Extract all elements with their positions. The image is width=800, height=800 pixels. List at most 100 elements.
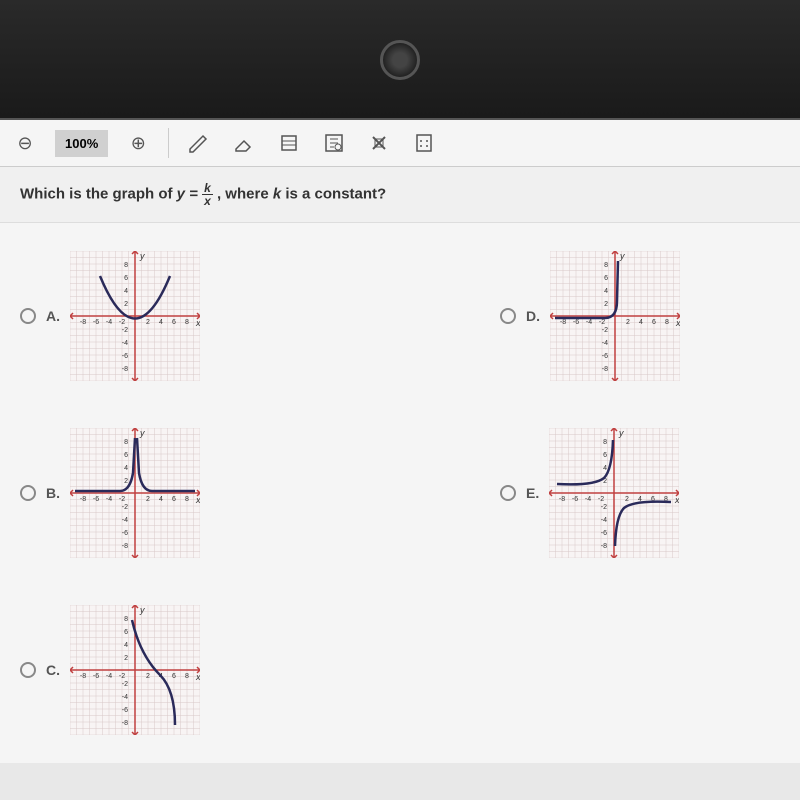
svg-text:4: 4 xyxy=(603,465,607,472)
svg-text:-6: -6 xyxy=(122,530,128,537)
svg-text:-8: -8 xyxy=(601,543,607,550)
svg-text:-6: -6 xyxy=(122,353,128,360)
toolbar: ⊖ 100% ⊕ xyxy=(0,120,800,167)
svg-text:-6: -6 xyxy=(93,673,99,680)
radio-b[interactable] xyxy=(20,485,36,501)
zoom-out-button[interactable]: ⊖ xyxy=(10,128,40,158)
svg-text:-8: -8 xyxy=(80,319,86,326)
svg-text:y: y xyxy=(139,251,145,261)
svg-text:x: x xyxy=(674,495,679,505)
svg-text:-8: -8 xyxy=(560,319,566,326)
reader-tool-icon[interactable] xyxy=(319,128,349,158)
svg-text:6: 6 xyxy=(124,275,128,282)
svg-text:-4: -4 xyxy=(585,496,591,503)
svg-text:-4: -4 xyxy=(601,517,607,524)
answers-grid: A. -8-8-6-6-4-4-2-222446688xy D. -8-8-6-… xyxy=(0,223,800,763)
radio-c[interactable] xyxy=(20,662,36,678)
svg-text:2: 2 xyxy=(124,301,128,308)
zoom-in-button[interactable]: ⊕ xyxy=(123,128,153,158)
svg-text:8: 8 xyxy=(185,673,189,680)
svg-text:6: 6 xyxy=(603,452,607,459)
svg-text:-2: -2 xyxy=(122,327,128,334)
question-suffix: , where xyxy=(217,185,273,202)
laptop-bezel xyxy=(0,0,800,120)
svg-text:2: 2 xyxy=(625,496,629,503)
svg-text:2: 2 xyxy=(146,319,150,326)
option-c[interactable]: C. -8-8-6-6-4-4-2-222446688xy xyxy=(20,596,300,743)
radio-d[interactable] xyxy=(500,308,516,324)
svg-text:6: 6 xyxy=(604,275,608,282)
svg-text:-6: -6 xyxy=(602,353,608,360)
svg-text:-2: -2 xyxy=(119,319,125,326)
radio-e[interactable] xyxy=(500,485,516,501)
svg-text:6: 6 xyxy=(652,319,656,326)
svg-text:-8: -8 xyxy=(122,366,128,373)
svg-text:4: 4 xyxy=(159,319,163,326)
eraser-tool-icon[interactable] xyxy=(229,128,259,158)
option-d[interactable]: D. -8-8-6-6-4-4-2-222446688xy xyxy=(500,243,780,390)
svg-text:-4: -4 xyxy=(106,673,112,680)
svg-text:-6: -6 xyxy=(93,496,99,503)
calculator-tool-icon[interactable] xyxy=(409,128,439,158)
option-b-label: B. xyxy=(46,485,60,501)
camera-icon xyxy=(380,40,420,80)
svg-text:8: 8 xyxy=(124,616,128,623)
svg-text:-6: -6 xyxy=(93,319,99,326)
svg-text:6: 6 xyxy=(172,496,176,503)
svg-text:2: 2 xyxy=(146,496,150,503)
option-e[interactable]: E. -8-8-6-6-4-4-2-222446688xy xyxy=(500,420,780,567)
svg-text:-2: -2 xyxy=(119,673,125,680)
svg-text:-4: -4 xyxy=(122,340,128,347)
highlighter-tool-icon[interactable] xyxy=(274,128,304,158)
svg-text:8: 8 xyxy=(185,319,189,326)
svg-text:2: 2 xyxy=(604,301,608,308)
question-variable: k xyxy=(273,185,281,202)
svg-text:4: 4 xyxy=(604,288,608,295)
svg-text:-6: -6 xyxy=(122,707,128,714)
svg-text:-4: -4 xyxy=(122,517,128,524)
svg-text:4: 4 xyxy=(159,496,163,503)
svg-text:-8: -8 xyxy=(122,543,128,550)
question-suffix2: is a constant? xyxy=(285,185,386,202)
svg-text:-4: -4 xyxy=(106,496,112,503)
svg-text:x: x xyxy=(195,318,200,328)
graph-d: -8-8-6-6-4-4-2-222446688xy xyxy=(550,251,680,381)
svg-text:8: 8 xyxy=(185,496,189,503)
option-a-label: A. xyxy=(46,308,60,324)
graph-c: -8-8-6-6-4-4-2-222446688xy xyxy=(70,605,200,735)
svg-text:8: 8 xyxy=(604,262,608,269)
svg-text:2: 2 xyxy=(124,655,128,662)
option-b[interactable]: B. -8-8-6-6-4-4-2-222446688xy xyxy=(20,420,300,567)
svg-text:-8: -8 xyxy=(602,366,608,373)
graph-b: -8-8-6-6-4-4-2-222446688xy xyxy=(70,428,200,558)
svg-text:4: 4 xyxy=(124,642,128,649)
option-a[interactable]: A. -8-8-6-6-4-4-2-222446688xy xyxy=(20,243,300,390)
svg-text:-2: -2 xyxy=(598,496,604,503)
graph-e: -8-8-6-6-4-4-2-222446688xy xyxy=(549,428,679,558)
equation-lhs: y = xyxy=(177,185,202,202)
option-e-label: E. xyxy=(526,485,539,501)
screen-content: ⊖ 100% ⊕ Which is the graph of y = k xyxy=(0,120,800,800)
svg-text:-8: -8 xyxy=(80,496,86,503)
option-c-label: C. xyxy=(46,662,60,678)
svg-text:-6: -6 xyxy=(572,496,578,503)
pencil-tool-icon[interactable] xyxy=(184,128,214,158)
svg-text:y: y xyxy=(139,428,145,438)
strikethrough-tool-icon[interactable] xyxy=(364,128,394,158)
svg-text:-6: -6 xyxy=(573,319,579,326)
svg-text:-4: -4 xyxy=(106,319,112,326)
svg-text:2: 2 xyxy=(626,319,630,326)
svg-text:8: 8 xyxy=(603,439,607,446)
svg-text:8: 8 xyxy=(665,319,669,326)
svg-text:-2: -2 xyxy=(119,496,125,503)
svg-text:y: y xyxy=(139,605,145,615)
svg-text:-4: -4 xyxy=(602,340,608,347)
svg-text:-6: -6 xyxy=(601,530,607,537)
fraction-denominator: x xyxy=(202,195,213,207)
svg-text:-2: -2 xyxy=(122,681,128,688)
question-text: Which is the graph of y = k x , where k … xyxy=(20,182,780,207)
svg-text:-2: -2 xyxy=(122,504,128,511)
svg-text:-8: -8 xyxy=(559,496,565,503)
radio-a[interactable] xyxy=(20,308,36,324)
fraction: k x xyxy=(202,182,213,207)
